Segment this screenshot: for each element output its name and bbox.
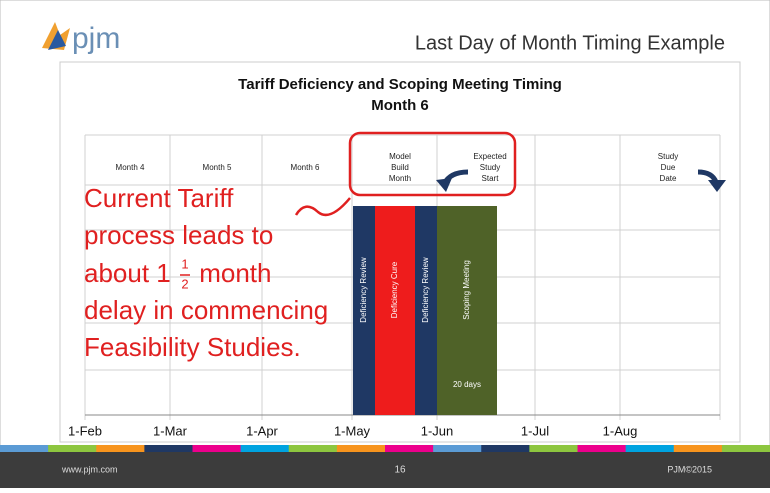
- callout-line: Current Tariff: [84, 183, 234, 213]
- stripe-segment: [673, 445, 723, 452]
- callout-line: delay in commencing: [84, 295, 328, 325]
- footer-page: 16: [394, 465, 406, 476]
- column-label: Study: [658, 152, 678, 161]
- bars: Deficiency Review Deficiency Cure Deficien…: [353, 206, 497, 415]
- bar-note: 20 days: [453, 380, 481, 389]
- callout-connector: [294, 197, 351, 217]
- bar-label: Scoping Meeting: [462, 260, 471, 320]
- stripe-segment: [529, 445, 578, 452]
- column-label: Model: [389, 152, 411, 161]
- column-label: Start: [482, 174, 500, 183]
- bar-label: Deficiency Review: [421, 257, 430, 323]
- stripe-segment: [192, 445, 242, 452]
- logo-icon-part: [48, 30, 66, 50]
- stripe-segment: [577, 445, 627, 452]
- column-label: Month 5: [203, 163, 232, 172]
- logo-text: pjm: [72, 22, 120, 55]
- stripe-segment: [96, 445, 145, 452]
- callout-line: process leads to: [84, 220, 273, 250]
- callout-text: about 1: [84, 258, 171, 288]
- callout-line: Feasibility Studies.: [84, 332, 301, 362]
- column-label: Build: [391, 163, 409, 172]
- footer-site: www.pjm.com: [61, 464, 118, 474]
- logo: pjm: [42, 22, 120, 55]
- column-label: Due: [661, 163, 676, 172]
- stripe-segment: [48, 445, 97, 452]
- fraction-denominator: 2: [181, 276, 188, 291]
- column-label: Date: [660, 174, 677, 183]
- column-label: Month 6: [291, 163, 320, 172]
- bar-label: Deficiency Review: [359, 257, 368, 323]
- slide-title: Last Day of Month Timing Example: [415, 32, 725, 54]
- x-axis-label: 1-Jun: [421, 423, 454, 438]
- color-stripe: [0, 445, 770, 452]
- stripe-segment: [0, 445, 49, 452]
- stripe-segment: [288, 445, 338, 452]
- footer-bar: [0, 452, 770, 488]
- timeline-bar: [437, 206, 497, 415]
- chart-subtitle: Month 6: [371, 97, 429, 114]
- footer-copyright: PJM©2015: [667, 464, 712, 474]
- stripe-segment: [625, 445, 675, 452]
- highlight-box: [348, 131, 517, 197]
- stripe-segment: [240, 445, 290, 452]
- arrow-head: [708, 180, 726, 192]
- column-label: Study: [480, 163, 500, 172]
- column-label: Month: [389, 174, 411, 183]
- column-label: Month 4: [116, 163, 145, 172]
- callout: Current Tariff process leads to delay in c…: [84, 183, 328, 362]
- x-axis-label: 1-Aug: [603, 423, 638, 438]
- column-label: Expected: [473, 152, 506, 161]
- fraction-numerator: 1: [181, 256, 188, 271]
- stripe-segment: [336, 445, 386, 452]
- x-axis-label: 1-Apr: [246, 423, 278, 438]
- stripe-segment: [433, 445, 482, 452]
- chart-title: Tariff Deficiency and Scoping Meeting Ti…: [238, 76, 562, 93]
- stripe-segment: [481, 445, 530, 452]
- x-axis-label: 1-May: [334, 423, 371, 438]
- x-axis-label: 1-Mar: [153, 423, 188, 438]
- x-axis-label: 1-Feb: [68, 423, 102, 438]
- stripe-segment: [144, 445, 193, 452]
- bar-label: Deficiency Cure: [390, 261, 399, 318]
- stripe-segment: [721, 445, 770, 452]
- callout-text: month: [192, 258, 272, 288]
- timeline-bar: [353, 206, 375, 415]
- timeline-bar: [415, 206, 437, 415]
- x-axis-label: 1-Jul: [521, 423, 549, 438]
- arrow-head: [436, 178, 452, 192]
- stripe-segment: [385, 445, 434, 452]
- timeline-bar: [375, 206, 415, 415]
